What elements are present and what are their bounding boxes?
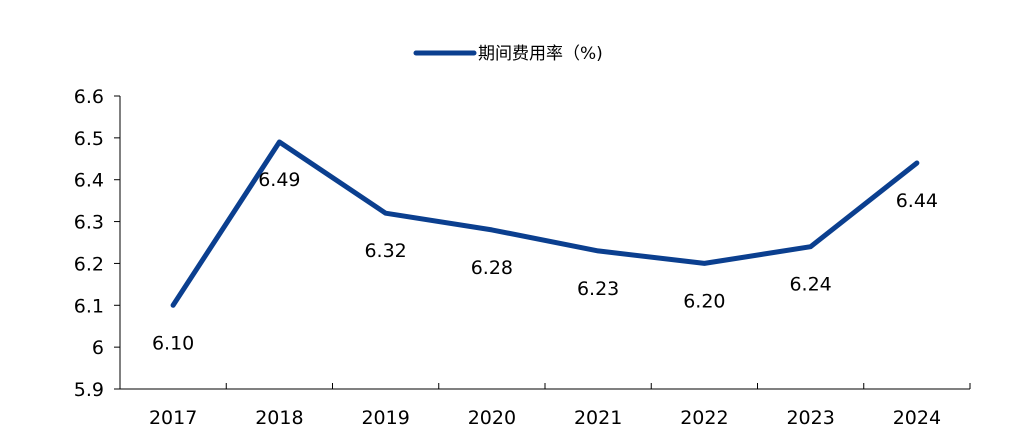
data-label: 6.10 [152,332,194,354]
x-axis: 2017 2018 2019 2020 2021 2022 2023 2024 [119,383,971,429]
data-label: 6.23 [577,278,619,300]
x-tick-label: 2018 [255,407,303,429]
data-label: 6.28 [471,257,513,279]
data-labels: 6.10 6.49 6.32 6.28 6.23 6.20 6.24 6.44 [152,169,938,354]
legend-label: 期间费用率（%) [478,44,603,64]
series-layer [170,139,920,308]
x-tick-label: 2020 [468,407,516,429]
y-tick-label: 6.5 [74,128,104,150]
y-tick-label: 6 [92,337,104,359]
data-label: 6.20 [683,290,725,312]
x-tick-label: 2019 [361,407,409,429]
y-tick-label: 6.6 [74,86,104,108]
data-label: 6.44 [896,190,938,212]
data-label: 6.49 [258,169,300,191]
legend: 期间费用率（%) [413,44,603,64]
y-tick-label: 6.2 [74,253,104,275]
y-tick-label: 6.4 [74,170,104,192]
x-tick-label: 2022 [680,407,728,429]
x-tick-label: 2017 [149,407,197,429]
y-tick-label: 6.1 [74,295,104,317]
x-tick-label: 2023 [786,407,834,429]
x-tick-label: 2024 [893,407,941,429]
x-tick-label: 2021 [574,407,622,429]
data-label: 6.24 [789,274,831,296]
y-tick-label: 5.9 [74,379,104,401]
data-label: 6.32 [364,240,406,262]
y-tick-label: 6.3 [74,212,104,234]
series-line [170,139,920,308]
y-axis: 5.9 6 6.1 6.2 6.3 6.4 6.5 6.6 [74,86,121,401]
